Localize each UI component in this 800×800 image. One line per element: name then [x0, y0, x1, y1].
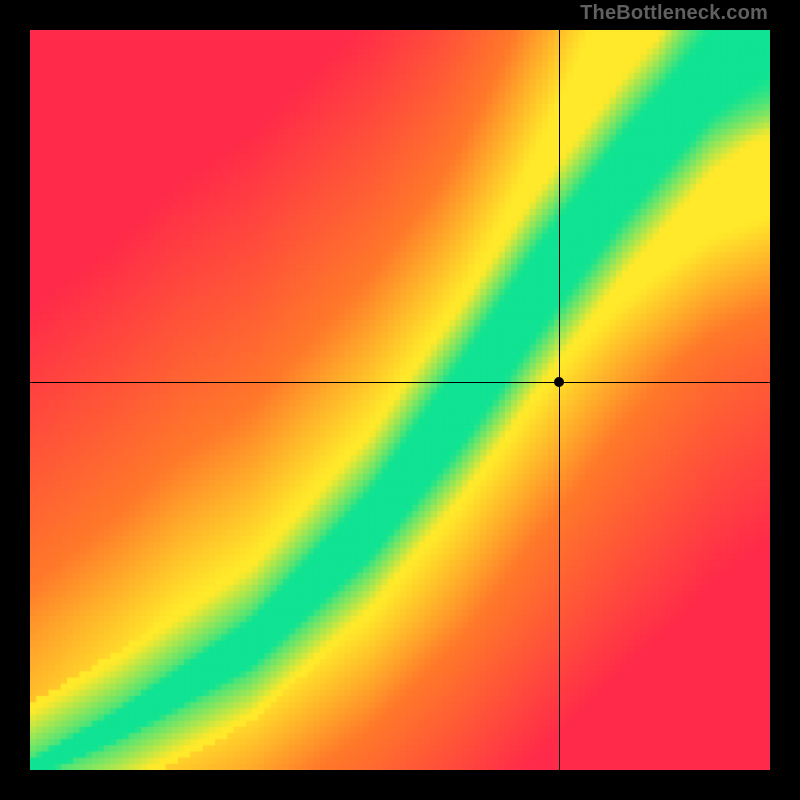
- watermark-text: TheBottleneck.com: [580, 2, 768, 25]
- plot-frame: [30, 30, 770, 770]
- crosshair-vertical: [559, 30, 560, 770]
- data-point-marker: [554, 377, 564, 387]
- heatmap-canvas: [30, 30, 770, 770]
- crosshair-horizontal: [30, 382, 770, 383]
- chart-container: TheBottleneck.com: [0, 0, 800, 800]
